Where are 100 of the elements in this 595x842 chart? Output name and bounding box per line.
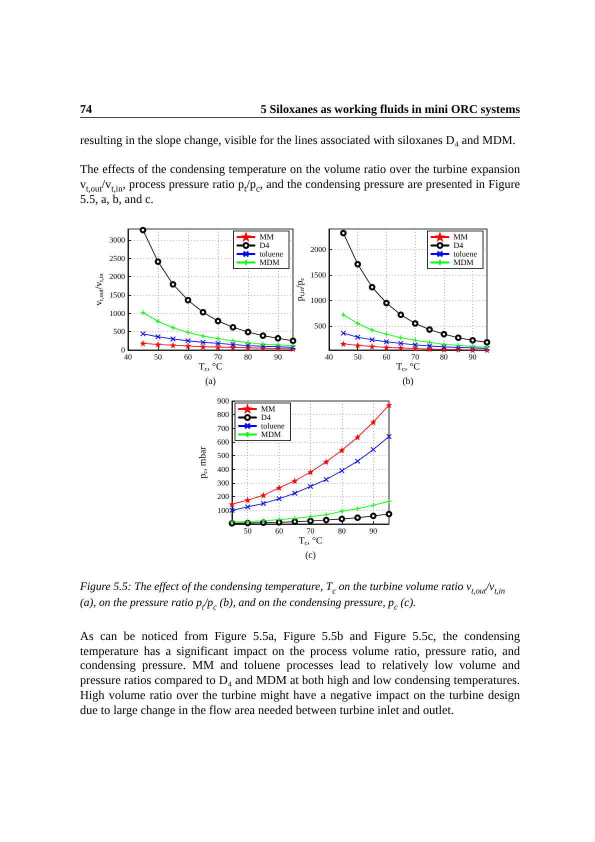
point (245, 497, 250, 503)
legend-label: toluene (453, 250, 478, 258)
point (170, 336, 176, 342)
point (354, 458, 360, 464)
legend-label: MM (261, 404, 276, 414)
point (290, 338, 296, 344)
point (354, 260, 361, 268)
point (384, 331, 390, 337)
legend-label: MDM (261, 430, 282, 439)
point (170, 342, 176, 348)
point (292, 478, 298, 484)
point (455, 334, 462, 341)
point (340, 230, 347, 236)
point (386, 510, 392, 518)
legend-label: D4 (261, 413, 271, 422)
point (200, 308, 206, 316)
point (292, 490, 298, 496)
point (184, 296, 192, 304)
point (355, 342, 360, 348)
legend-label: toluene (261, 422, 285, 430)
point (155, 342, 161, 348)
point (384, 339, 390, 345)
point (276, 496, 282, 502)
point (339, 448, 344, 453)
point (441, 342, 447, 348)
point (426, 326, 433, 333)
point (185, 330, 191, 336)
point (426, 343, 432, 349)
point (398, 345, 404, 351)
point (369, 337, 375, 342)
point (469, 337, 476, 344)
point (384, 344, 390, 350)
text: As can be noticed from Figure 5.5a, Figure 5.5b and Figure 5.5c, the condensing temperature has a significant impact on the process volume ratio, pressure ratio, and condensing pressure. MM and toluene processes lead to relatively low volume and pressure ratios compared to D₄ and MDM at both high and low condensing temperatures. High volume ratio over the turbine might have a negative impact on the turbine design due to large change in the flow area needed between turbine inlet and outlet. (80, 629, 520, 718)
point (140, 340, 146, 346)
point (244, 328, 252, 336)
point (340, 341, 346, 346)
point (354, 514, 361, 521)
point (292, 518, 298, 525)
point (276, 485, 282, 490)
point (308, 469, 314, 475)
point (170, 281, 176, 288)
point (355, 434, 360, 440)
point (215, 340, 221, 346)
legend-label: MDM (453, 258, 474, 267)
point (369, 344, 375, 350)
point (441, 344, 447, 350)
point (340, 330, 346, 336)
text: (b) (402, 377, 414, 387)
point (338, 516, 346, 522)
point (200, 340, 206, 345)
point (322, 516, 330, 524)
point (292, 516, 298, 522)
text: (a) (205, 377, 216, 387)
point (155, 318, 161, 324)
point (324, 459, 329, 464)
legend-label: toluene (259, 250, 284, 258)
point (274, 335, 282, 342)
point (230, 344, 236, 350)
point (185, 343, 191, 349)
point (140, 331, 146, 337)
point (484, 339, 490, 346)
point (245, 504, 250, 510)
point (440, 330, 448, 338)
point (355, 334, 360, 340)
point (412, 342, 418, 348)
point (215, 336, 221, 342)
point (200, 344, 206, 350)
point (398, 312, 404, 318)
point (398, 340, 404, 346)
point (185, 338, 191, 344)
point (412, 320, 418, 327)
point (230, 338, 236, 344)
point (260, 492, 266, 498)
point (383, 300, 390, 306)
point (276, 516, 282, 522)
text: Figure 5.5: The effect of the condensing temperature, T$_{c}$ on the turbine volume ratio v$_{t,out}$/v$_{t,in}$ (a), on the pressure ratio p$_{t}$/p$_{c}$ (b), and on the condensing pressure, p$_{c}$ (c). (80, 581, 506, 611)
point (412, 346, 418, 352)
text: 74 (80, 102, 93, 117)
point (154, 258, 162, 265)
point (260, 341, 266, 347)
point (230, 324, 236, 331)
point (155, 334, 161, 340)
point (369, 327, 375, 333)
point (339, 468, 345, 474)
point (426, 340, 432, 346)
point (230, 342, 236, 348)
point (170, 324, 176, 330)
point (140, 226, 146, 234)
point (324, 476, 329, 482)
point (229, 508, 235, 514)
text: (c) (305, 551, 316, 561)
point (426, 346, 432, 352)
legend-label: MM (453, 232, 468, 242)
point (308, 514, 314, 520)
point (260, 500, 266, 506)
legend-label: D4 (259, 241, 270, 250)
legend-label: MDM (259, 258, 280, 267)
point (386, 434, 392, 440)
text: 5 Siloxanes as working fluids in mini ORC systems (260, 102, 520, 117)
point (245, 340, 251, 346)
